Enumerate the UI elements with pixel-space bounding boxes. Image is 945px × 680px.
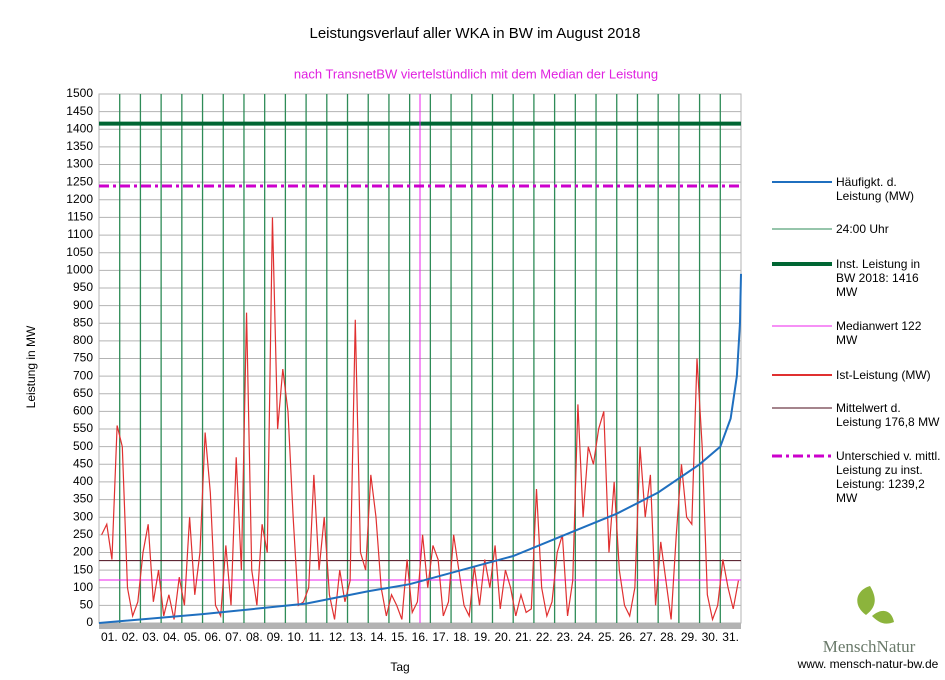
legend-label: Medianwert 122 MW	[836, 319, 922, 347]
y-tick-label: 50	[80, 598, 94, 612]
y-tick-label: 350	[73, 492, 93, 506]
y-tick-label: 800	[73, 333, 93, 347]
x-tick-label: 21.	[515, 630, 532, 644]
x-tick-label: 05.	[184, 630, 201, 644]
y-tick-label: 1100	[67, 227, 93, 241]
x-tick-label: 15.	[391, 630, 408, 644]
y-axis-title: Leistung in MW	[24, 325, 38, 408]
legend-entry: Medianwert 122 MW	[772, 319, 942, 347]
y-tick-label: 1300	[66, 157, 93, 171]
x-tick-label: 31.	[722, 630, 739, 644]
legend-swatch	[772, 374, 832, 376]
x-tick-label: 23.	[557, 630, 574, 644]
y-tick-label: 450	[73, 456, 93, 470]
y-tick-label: 850	[73, 315, 93, 329]
y-tick-label: 900	[73, 298, 93, 312]
y-tick-label: 1150	[67, 210, 93, 224]
y-tick-label: 700	[73, 368, 93, 382]
x-tick-label: 07.	[225, 630, 242, 644]
y-tick-label: 600	[73, 404, 93, 418]
x-tick-label: 01.	[101, 630, 118, 644]
logo-leaf	[857, 586, 894, 624]
y-tick-label: 100	[73, 580, 93, 594]
legend-swatch	[772, 228, 832, 230]
legend-swatch	[772, 407, 832, 409]
x-tick-label: 08.	[246, 630, 263, 644]
logo-text: MenschNatur	[823, 637, 916, 656]
x-tick-label: 10.	[287, 630, 304, 644]
y-tick-label: 1500	[66, 86, 93, 100]
x-tick-label: 24.	[577, 630, 594, 644]
x-tick-label: 04.	[163, 630, 180, 644]
x-tick-label: 29.	[681, 630, 698, 644]
legend-swatch	[772, 325, 832, 327]
x-tick-label: 02.	[122, 630, 139, 644]
x-tick-label: 13.	[350, 630, 367, 644]
x-tick-label: 18.	[453, 630, 470, 644]
y-tick-label: 1450	[66, 104, 93, 118]
y-tick-label: 1400	[66, 121, 93, 135]
legend-label: Ist-Leistung (MW)	[836, 368, 931, 382]
legend-entry: Inst. Leistung in BW 2018: 1416 MW	[772, 257, 942, 299]
y-tick-label: 750	[73, 351, 93, 365]
legend-swatch	[772, 181, 832, 183]
legend-entry: Unterschied v. mittl. Leistung zu inst. …	[772, 449, 942, 505]
x-tick-label: 27.	[639, 630, 656, 644]
x-tick-label: 22.	[536, 630, 553, 644]
y-tick-label: 300	[73, 509, 93, 523]
x-tick-label: 06.	[205, 630, 222, 644]
x-tick-label: 30.	[702, 630, 719, 644]
x-tick-label: 03.	[142, 630, 159, 644]
y-tick-label: 150	[73, 562, 93, 576]
x-tick-label: 14.	[370, 630, 387, 644]
series-line	[98, 273, 742, 624]
legend-label: Häufigkt. d. Leistung (MW)	[836, 175, 915, 203]
x-tick-label: 26.	[619, 630, 636, 644]
y-tick-label: 1200	[66, 192, 93, 206]
x-tick-label: 09.	[267, 630, 284, 644]
y-tick-label: 650	[73, 386, 93, 400]
chart-title: Leistungsverlauf aller WKA in BW im Augu…	[310, 25, 641, 42]
axis-band	[99, 623, 741, 629]
logo-url: www. mensch-natur-bw.de	[797, 657, 939, 671]
y-tick-label: 1250	[66, 174, 93, 188]
legend-label: Inst. Leistung in BW 2018: 1416 MW	[836, 257, 921, 299]
legend-label: Mittelwert d. Leistung 176,8 MW	[836, 401, 940, 429]
series-line	[101, 217, 740, 622]
legend-entry: 24:00 Uhr	[772, 222, 942, 236]
x-tick-label: 20.	[494, 630, 511, 644]
y-tick-label: 400	[73, 474, 93, 488]
y-tick-label: 550	[73, 421, 93, 435]
x-tick-label: 17.	[432, 630, 449, 644]
x-tick-label: 25.	[598, 630, 615, 644]
legend-entry: Ist-Leistung (MW)	[772, 368, 942, 382]
y-tick-label: 250	[73, 527, 93, 541]
y-tick-label: 500	[73, 439, 93, 453]
y-tick-label: 950	[73, 280, 93, 294]
legend-swatch	[772, 454, 832, 458]
chart-subtitle: nach TransnetBW viertelstündlich mit dem…	[294, 66, 658, 81]
x-tick-label: 28.	[660, 630, 677, 644]
legend-entry: Mittelwert d. Leistung 176,8 MW	[772, 401, 942, 429]
x-axis-title: Tag	[390, 660, 409, 674]
y-tick-label: 1000	[66, 263, 93, 277]
y-tick-label: 0	[86, 615, 93, 629]
legend-swatch	[772, 262, 832, 266]
legend-label: Unterschied v. mittl. Leistung zu inst. …	[836, 449, 941, 505]
y-tick-label: 1050	[66, 245, 93, 259]
x-tick-label: 19.	[474, 630, 491, 644]
x-tick-label: 11.	[309, 630, 325, 644]
x-tick-label: 16.	[412, 630, 429, 644]
legend-entry: Häufigkt. d. Leistung (MW)	[772, 175, 942, 203]
y-tick-label: 200	[73, 545, 93, 559]
y-tick-label: 1350	[66, 139, 93, 153]
x-tick-label: 12.	[329, 630, 346, 644]
legend-label: 24:00 Uhr	[836, 222, 889, 236]
